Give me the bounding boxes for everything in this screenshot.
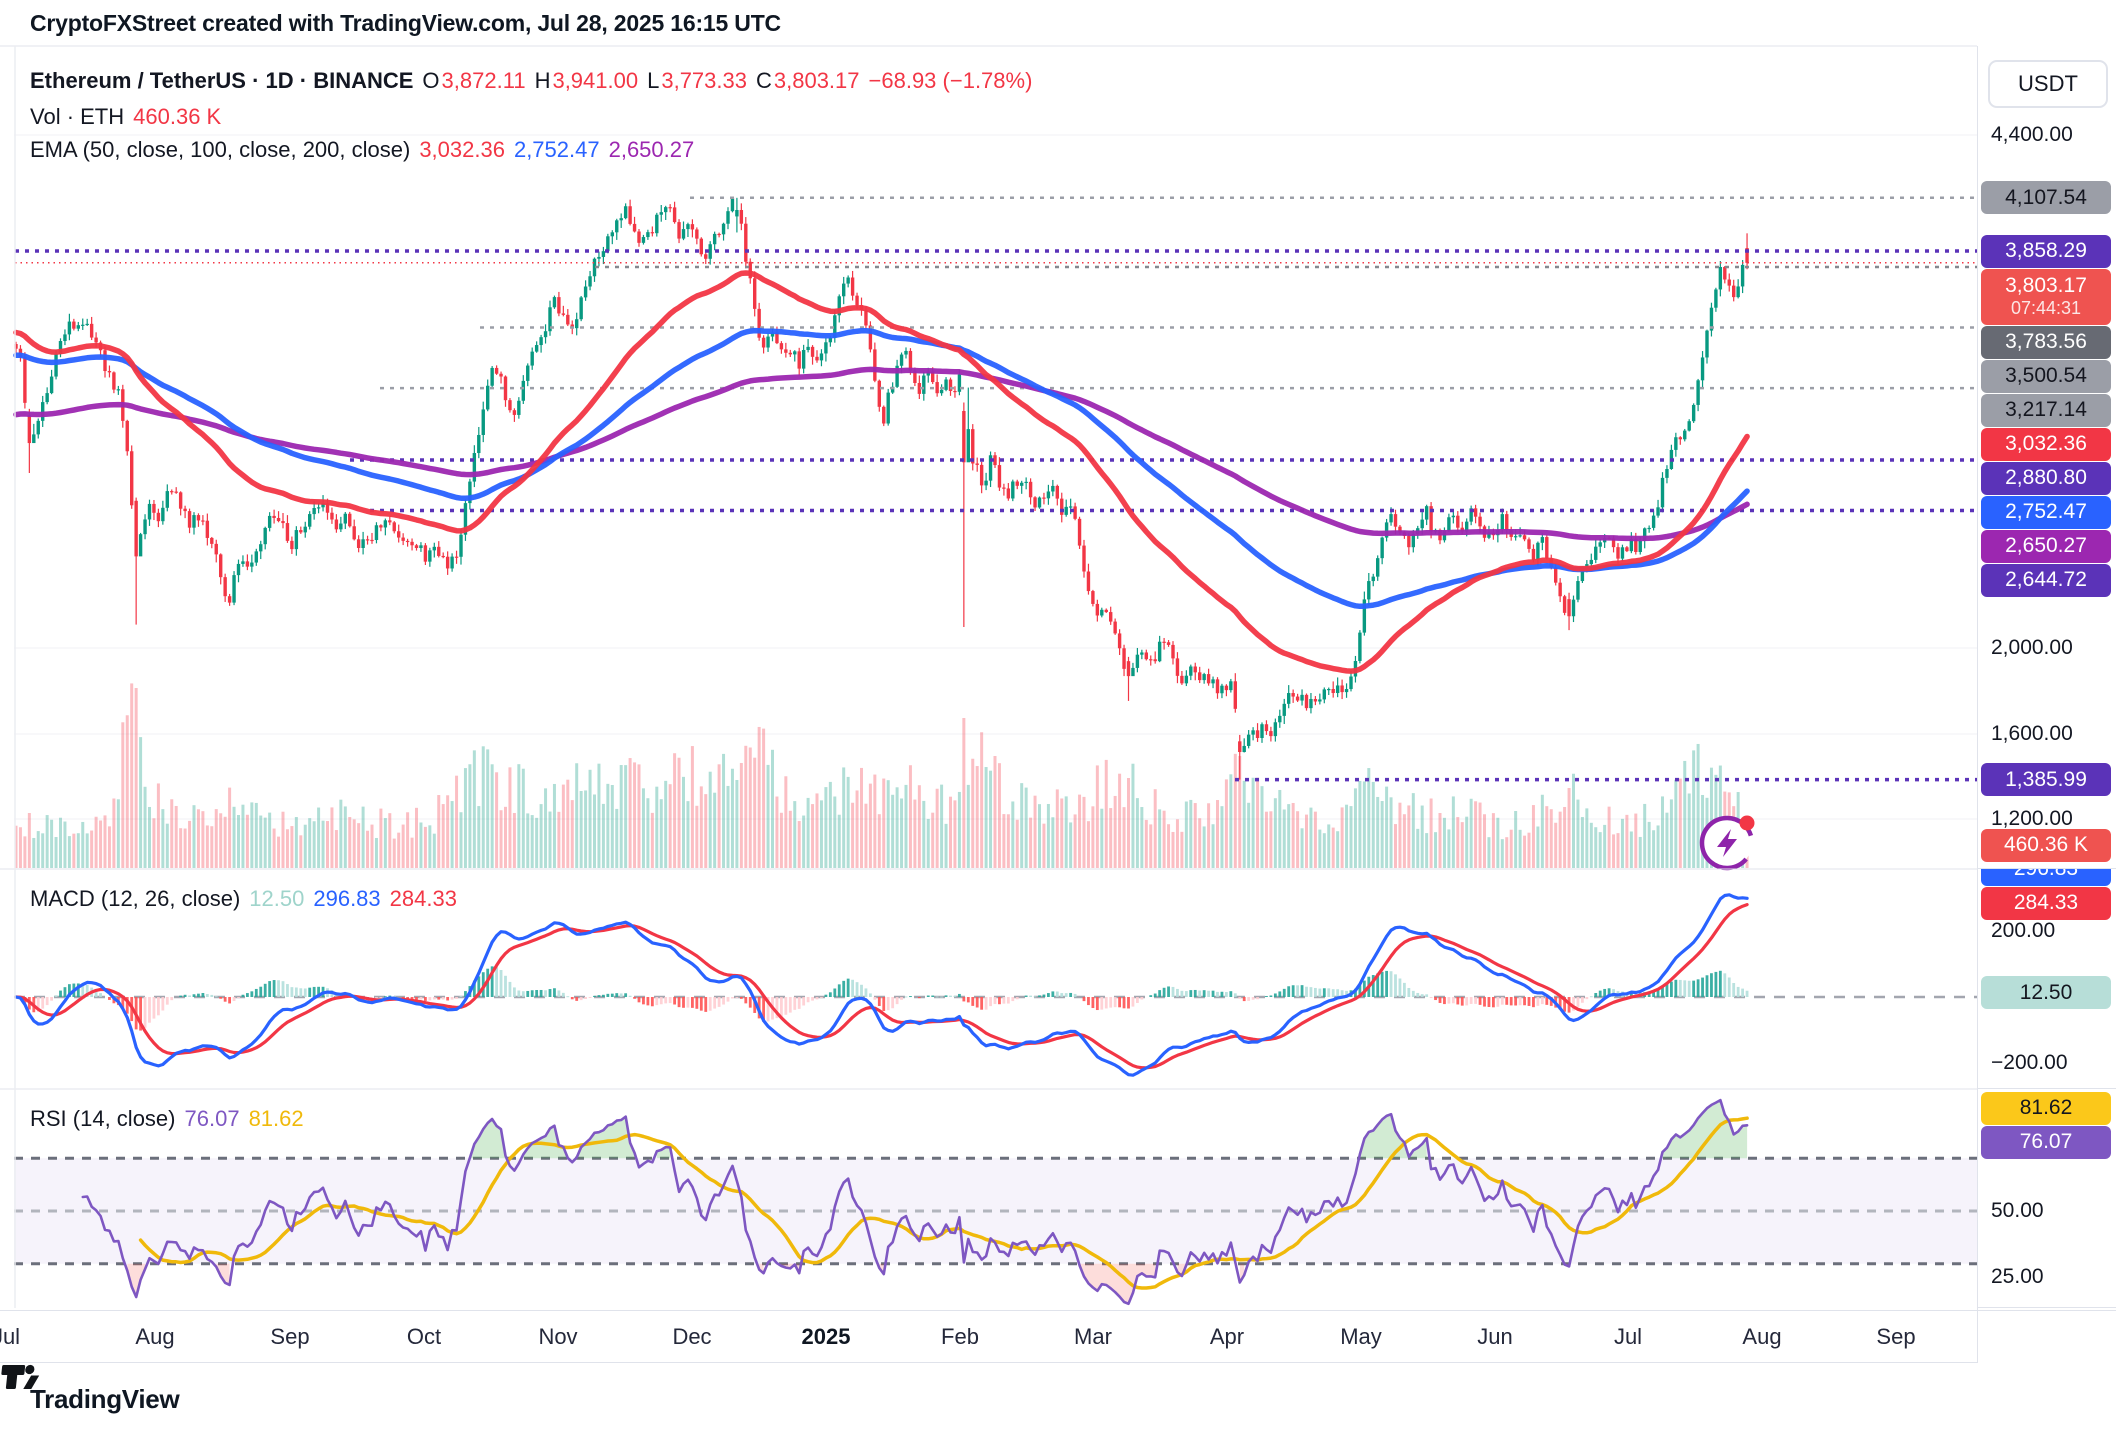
time-axis-label: Jun — [1477, 1324, 1513, 1349]
axis-badge: 1,385.99 — [1981, 763, 2111, 797]
axis-tick: −200.00 — [1991, 1051, 2068, 1074]
tradingview-brand-text: TradingView — [30, 1383, 180, 1414]
time-axis-label: Sep — [1876, 1324, 1916, 1349]
rsi-ma-value: 81.62 — [248, 1106, 304, 1131]
macd-legend-row[interactable]: MACD (12, 26, close) 12.50 296.83 284.33 — [30, 886, 457, 912]
high-value: 3,941.00 — [552, 68, 639, 93]
time-axis-label: Oct — [406, 1324, 442, 1349]
flash-trade-icon[interactable] — [1692, 808, 1762, 878]
footer: TradingView — [0, 1362, 2116, 1434]
axis-tick: 2,000.00 — [1991, 636, 2073, 660]
close-label: C — [755, 68, 772, 93]
volume-value: 460.36 K — [133, 104, 222, 129]
ema100-value: 2,752.47 — [513, 137, 600, 162]
ema50-value: 3,032.36 — [419, 137, 505, 162]
macd-signal-value: 284.33 — [389, 886, 457, 911]
axis-tick: 25.00 — [1991, 1265, 2044, 1288]
macd-hist-value: 12.50 — [249, 886, 305, 911]
axis-badge: 3,783.56 — [1981, 325, 2111, 359]
axis-badge: 12.50 — [1981, 976, 2111, 1010]
symbol-title[interactable]: Ethereum / TetherUS · 1D · BINANCE — [30, 68, 414, 93]
high-label: H — [534, 68, 551, 93]
time-scale[interactable]: Jul Aug Sep Oct Nov Dec 2025 Feb Mar Apr May Jun Jul… — [0, 1310, 2116, 1363]
time-axis-label: Sep — [270, 1324, 310, 1349]
rsi-label[interactable]: RSI (14, close) — [30, 1106, 176, 1131]
volume-legend-row[interactable]: Vol · ETH 460.36 K — [30, 104, 221, 130]
time-axis-label: Feb — [941, 1324, 979, 1349]
axis-badge: 296.83 — [1981, 869, 2111, 886]
time-axis-label: Aug — [135, 1324, 175, 1349]
tradingview-brand[interactable]: TradingView — [1, 1364, 180, 1415]
axis-badge: 460.36 K — [1981, 828, 2111, 862]
axis-badge: 3,803.17 07:44:31 — [1981, 268, 2111, 325]
axis-tick: 4,400.00 — [1991, 123, 2073, 147]
ema200-value: 2,650.27 — [608, 137, 695, 162]
currency-toggle-button[interactable]: USDT — [1988, 60, 2108, 108]
price-scale[interactable]: USDT 4,400.00 2,000.00 1,600.00 1,200.00 4,1… — [1977, 46, 2116, 1362]
open-value: 3,872.11 — [441, 68, 526, 93]
time-axis-label: May — [1340, 1324, 1382, 1349]
axis-tick: 1,600.00 — [1991, 721, 2073, 745]
time-axis-label: Nov — [538, 1324, 578, 1349]
low-value: 3,773.33 — [661, 68, 747, 93]
axis-badge: 2,650.27 — [1981, 529, 2111, 563]
attribution-header: CryptoFXStreet created with TradingView.… — [0, 0, 2116, 46]
axis-badge: 2,752.47 — [1981, 495, 2111, 529]
macd-label[interactable]: MACD (12, 26, close) — [30, 886, 241, 911]
time-scale-corner — [1977, 1310, 2116, 1363]
time-axis-label: Jul — [0, 1324, 21, 1349]
symbol-legend-row[interactable]: Ethereum / TetherUS · 1D · BINANCE O 3,87… — [30, 68, 1032, 94]
price-scale-main[interactable]: USDT 4,400.00 2,000.00 1,600.00 1,200.00 4,1… — [1978, 46, 2116, 869]
tradingview-logo-icon — [1, 1364, 40, 1389]
axis-badge: 2,644.72 — [1981, 563, 2111, 597]
low-label: L — [647, 68, 660, 93]
axis-badge: 4,107.54 — [1981, 181, 2111, 215]
time-axis-label: Dec — [672, 1324, 712, 1349]
axis-badge: 81.62 — [1981, 1091, 2111, 1125]
price-scale-rsi[interactable]: 50.00 25.00 81.62 76.07 — [1978, 1089, 2116, 1308]
attribution-text: CryptoFXStreet created with TradingView.… — [30, 9, 781, 36]
time-axis-label: Jul — [1613, 1324, 1643, 1349]
change-value: −68.93 (−1.78%) — [868, 68, 1033, 93]
ema-label[interactable]: EMA (50, close, 100, close, 200, close) — [30, 137, 411, 162]
close-value: 3,803.17 — [773, 68, 860, 93]
time-axis-label: Mar — [1074, 1324, 1112, 1349]
volume-label[interactable]: Vol · ETH — [30, 104, 125, 129]
rsi-legend-row[interactable]: RSI (14, close) 76.07 81.62 — [30, 1106, 304, 1132]
axis-tick: 1,200.00 — [1991, 807, 2073, 831]
time-axis-label: Apr — [1209, 1324, 1245, 1349]
time-axis-label: 2025 — [801, 1324, 851, 1349]
open-label: O — [422, 68, 440, 93]
axis-badge: 3,032.36 — [1981, 427, 2111, 461]
axis-badge: 3,500.54 — [1981, 359, 2111, 393]
axis-badge: 3,858.29 — [1981, 234, 2111, 268]
axis-badge: 76.07 — [1981, 1125, 2111, 1159]
axis-badge: 3,217.14 — [1981, 393, 2111, 427]
time-axis-label: Aug — [1742, 1324, 1782, 1349]
ema-legend-row[interactable]: EMA (50, close, 100, close, 200, close) … — [30, 137, 694, 163]
axis-tick: 50.00 — [1991, 1199, 2044, 1222]
axis-badge: 284.33 — [1981, 886, 2111, 920]
macd-line-value: 296.83 — [313, 886, 381, 911]
rsi-value: 76.07 — [184, 1106, 240, 1131]
axis-badge: 2,880.80 — [1981, 461, 2111, 495]
axis-tick: 200.00 — [1991, 918, 2056, 942]
